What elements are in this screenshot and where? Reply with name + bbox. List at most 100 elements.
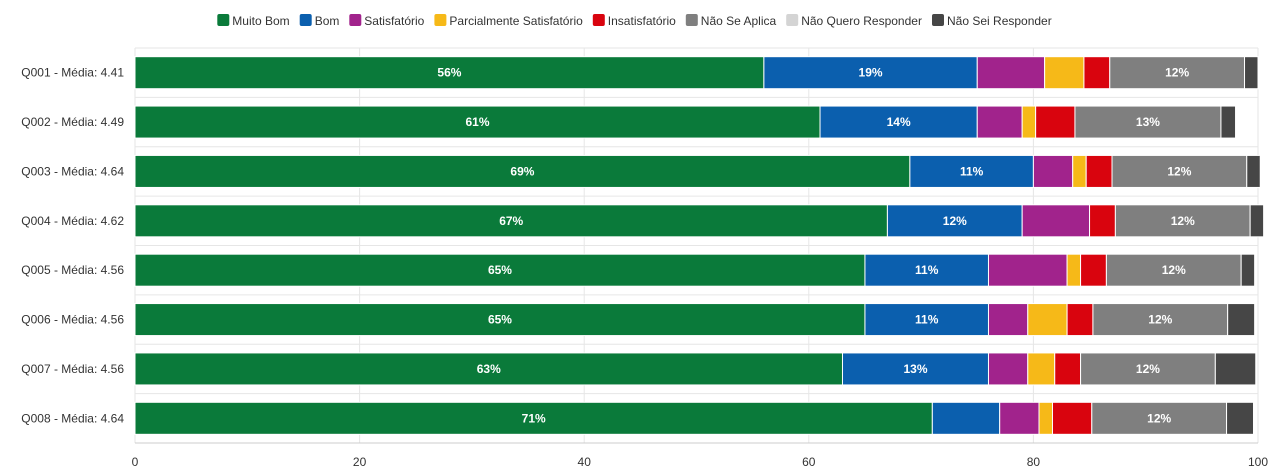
bar-segment[interactable] — [1072, 154, 1087, 188]
bar-segment[interactable] — [1249, 204, 1265, 238]
bar-segment[interactable] — [1021, 105, 1037, 139]
category-label: Q003 - Média: 4.64 — [21, 164, 124, 178]
bar-segment[interactable] — [1066, 253, 1082, 287]
bar-segment[interactable] — [134, 401, 933, 435]
bar-segment[interactable] — [1105, 253, 1242, 287]
data-label: 63% — [477, 362, 501, 376]
bar-segment[interactable] — [864, 253, 989, 287]
bar-segment[interactable] — [1246, 154, 1261, 188]
x-tick-label: 40 — [578, 455, 592, 468]
bar-segment[interactable] — [134, 154, 911, 188]
legend-label: Insatisfatório — [608, 14, 676, 28]
x-tick-label: 20 — [353, 455, 367, 468]
bar-segment[interactable] — [1089, 204, 1116, 238]
legend-swatch — [349, 14, 362, 26]
legend-item[interactable]: Insatisfatório — [592, 14, 676, 28]
bar-segment[interactable] — [976, 105, 1023, 139]
x-tick-label: 0 — [132, 455, 139, 468]
bar-segment[interactable] — [1085, 154, 1113, 188]
data-label: 67% — [499, 214, 523, 228]
bar-segment[interactable] — [134, 253, 866, 287]
bar-segment[interactable] — [134, 56, 765, 90]
legend-item[interactable]: Não Se Aplica — [685, 14, 777, 28]
bar-segment[interactable] — [1027, 352, 1056, 386]
bar-segment[interactable] — [1083, 56, 1111, 90]
grid — [134, 47, 1259, 444]
data-label: 12% — [1136, 362, 1160, 376]
legend-swatch — [932, 14, 944, 26]
bar-segment[interactable] — [976, 56, 1046, 90]
data-label: 12% — [943, 214, 967, 228]
data-label: 69% — [510, 164, 534, 178]
bar-segment[interactable] — [1027, 303, 1068, 337]
bar-segment[interactable] — [134, 204, 888, 238]
legend-label: Satisfatório — [364, 14, 424, 28]
bar-segment[interactable] — [1035, 105, 1076, 139]
data-label: 12% — [1167, 164, 1191, 178]
bar-segment[interactable] — [134, 352, 843, 386]
bar-segment[interactable] — [1074, 105, 1222, 139]
bar-segment[interactable] — [1244, 56, 1259, 90]
bar-segment[interactable] — [931, 401, 1001, 435]
data-label: 12% — [1171, 214, 1195, 228]
bar-segment[interactable] — [999, 401, 1040, 435]
bar-segment[interactable] — [1051, 401, 1093, 435]
data-label: 12% — [1148, 313, 1172, 327]
bar-segment[interactable] — [1109, 56, 1246, 90]
bar-segment[interactable] — [1226, 401, 1255, 435]
data-label: 56% — [437, 66, 461, 80]
bar-segment[interactable] — [1021, 204, 1091, 238]
bar-segment[interactable] — [987, 303, 1029, 337]
bar-segment[interactable] — [1038, 401, 1053, 435]
legend-item[interactable]: Muito Bom — [217, 14, 290, 28]
data-label: 13% — [1136, 115, 1160, 129]
legend-label: Não Se Aplica — [701, 14, 777, 28]
legend-item[interactable]: Não Quero Responder — [786, 14, 922, 28]
data-label: 13% — [903, 362, 927, 376]
legend-item[interactable]: Parcialmente Satisfatório — [434, 14, 583, 28]
legend-item[interactable]: Não Sei Responder — [932, 14, 1052, 28]
legend-label: Bom — [315, 14, 340, 28]
bar-segment[interactable] — [1227, 303, 1256, 337]
data-label: 12% — [1162, 263, 1186, 277]
bar-segment[interactable] — [841, 352, 989, 386]
data-label: 65% — [488, 263, 512, 277]
bar-segment[interactable] — [1220, 105, 1237, 139]
bar-segment[interactable] — [1032, 154, 1074, 188]
legend-item[interactable]: Satisfatório — [349, 14, 425, 28]
bar-segment[interactable] — [987, 352, 1029, 386]
legend-swatch — [685, 14, 698, 26]
legend: Muito Bom Bom Satisfatório Parcialmente Sat… — [217, 14, 1052, 28]
bar-segment[interactable] — [1044, 56, 1085, 90]
bar-segment[interactable] — [1054, 352, 1082, 386]
bar-segment[interactable] — [1080, 352, 1216, 386]
legend-swatch — [217, 14, 230, 26]
legend-label: Parcialmente Satisfatório — [449, 14, 583, 28]
x-tick-label: 60 — [802, 455, 816, 468]
category-label: Q001 - Média: 4.41 — [21, 66, 124, 80]
bar-segment[interactable] — [1240, 253, 1256, 287]
bar-segment[interactable] — [987, 253, 1068, 287]
x-tick-label: 80 — [1027, 455, 1041, 468]
bar-segment[interactable] — [1080, 253, 1107, 287]
data-label: 61% — [465, 115, 489, 129]
bar-segment[interactable] — [886, 204, 1023, 238]
category-label: Q007 - Média: 4.56 — [21, 362, 124, 376]
bar-segment[interactable] — [134, 105, 821, 139]
data-label: 19% — [859, 66, 883, 80]
legend-swatch — [434, 14, 447, 26]
bar-segment[interactable] — [1066, 303, 1094, 337]
legend-swatch — [786, 14, 799, 26]
data-label: 12% — [1147, 411, 1171, 425]
legend-item[interactable]: Bom — [299, 14, 340, 28]
category-label: Q008 - Média: 4.64 — [21, 411, 124, 425]
legend-swatch — [299, 14, 312, 26]
bar-segment[interactable] — [909, 154, 1034, 188]
bar-segment[interactable] — [1214, 352, 1257, 386]
x-axis: 0 20 40 60 80 100 — [132, 442, 1268, 468]
category-label: Q005 - Média: 4.56 — [21, 263, 124, 277]
bar-segment[interactable] — [819, 105, 978, 139]
legend-swatch — [592, 14, 605, 26]
category-label: Q002 - Média: 4.49 — [21, 115, 124, 129]
bar-segment[interactable] — [864, 303, 989, 337]
